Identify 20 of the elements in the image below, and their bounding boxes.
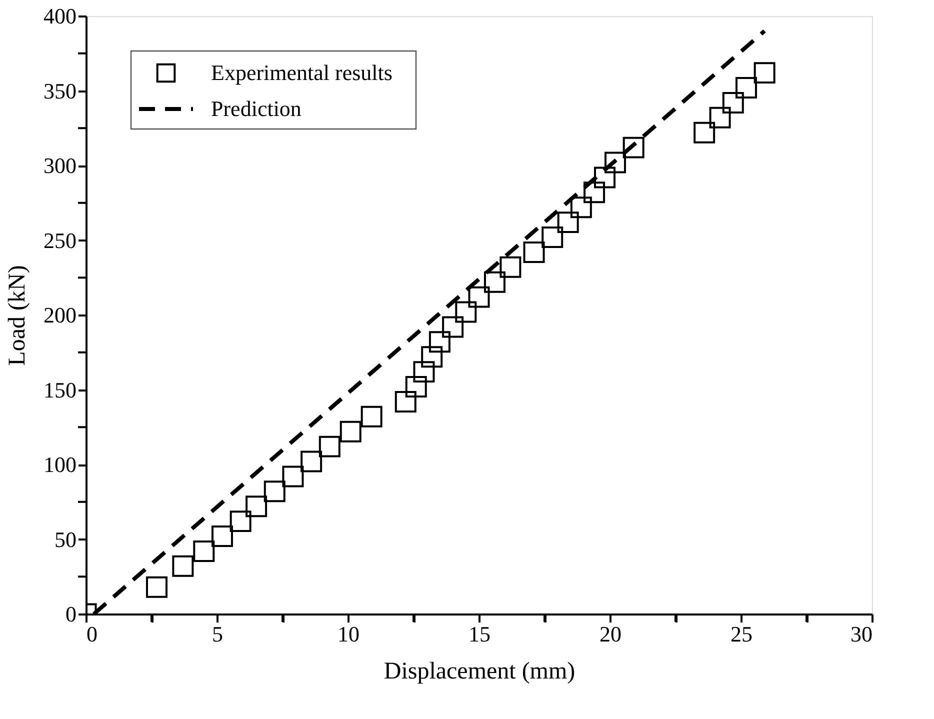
y-tick-label: 150	[44, 377, 76, 402]
x-tick-label: 30	[850, 622, 872, 646]
x-tick-label: 25	[730, 622, 752, 646]
legend-label: Prediction	[211, 96, 302, 121]
y-tick-label: 50	[54, 526, 76, 552]
y-tick-label: 400	[44, 4, 76, 28]
x-tick-label: 0	[86, 622, 98, 646]
y-tick-label: 100	[44, 452, 76, 477]
x-tick-label: 10	[338, 622, 360, 646]
x-tick-label: 5	[212, 622, 223, 646]
x-tick-label: 15	[468, 622, 490, 646]
y-tick-label: 350	[44, 78, 76, 104]
y-tick-label: 300	[44, 153, 76, 178]
y-tick-label: 0	[66, 602, 76, 626]
x-axis-title: Displacement (mm)	[384, 658, 576, 684]
y-axis-title: Load (kN)	[4, 265, 30, 366]
y-tick-label: 200	[44, 302, 76, 328]
legend-label: Experimental results	[211, 60, 392, 85]
x-tick-label: 20	[600, 622, 622, 646]
y-tick-label: 250	[44, 228, 76, 253]
